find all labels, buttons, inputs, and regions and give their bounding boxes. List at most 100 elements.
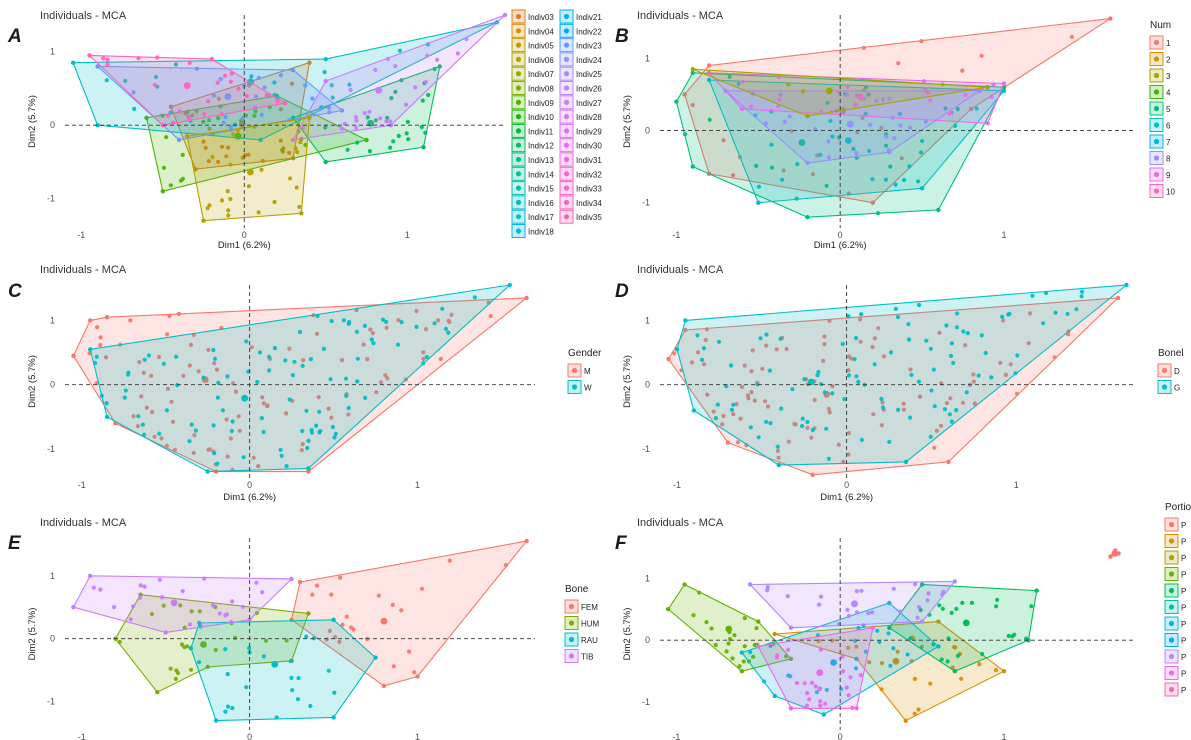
- vertex-point: [666, 356, 671, 362]
- legend-marker: [1161, 384, 1168, 390]
- vertex-point: [323, 159, 328, 165]
- data-point: [851, 146, 856, 151]
- group-centroid: [725, 625, 733, 633]
- data-point: [736, 81, 741, 86]
- data-point: [824, 687, 829, 693]
- data-point: [326, 105, 331, 110]
- data-point: [390, 602, 395, 608]
- data-point: [938, 423, 944, 428]
- data-point: [260, 590, 265, 595]
- data-point: [1069, 34, 1074, 40]
- data-point: [136, 56, 141, 61]
- y-tick-label: 1: [50, 315, 55, 325]
- data-point: [228, 79, 233, 84]
- data-point: [432, 66, 437, 72]
- legend-marker: [515, 214, 522, 220]
- data-point: [255, 379, 260, 385]
- data-point: [262, 85, 267, 90]
- data-point: [794, 680, 800, 686]
- vertex-point: [163, 630, 168, 635]
- vertex-point: [788, 656, 794, 661]
- data-point: [280, 147, 285, 153]
- data-point: [308, 357, 313, 362]
- data-point: [150, 410, 155, 415]
- data-point: [299, 448, 304, 453]
- data-point: [870, 344, 875, 350]
- data-point: [819, 382, 824, 387]
- data-point: [192, 433, 197, 438]
- legend-marker: [1168, 521, 1175, 528]
- vertex-point: [1001, 669, 1007, 674]
- vertex-point: [666, 607, 671, 612]
- data-point: [789, 129, 794, 134]
- data-point: [284, 411, 289, 416]
- data-point: [166, 113, 171, 118]
- data-point: [167, 313, 172, 319]
- data-point: [742, 363, 747, 368]
- legend-marker: [563, 85, 570, 91]
- data-point: [261, 654, 266, 659]
- legend-label: P: [1181, 686, 1186, 695]
- vertex-point: [197, 620, 202, 626]
- data-point: [709, 626, 714, 631]
- vertex-point: [306, 466, 311, 471]
- legend-title: Bonel: [1158, 348, 1184, 359]
- data-point: [908, 125, 913, 130]
- data-point: [240, 116, 245, 121]
- x-tick-label: 1: [415, 732, 420, 740]
- data-point: [732, 633, 737, 638]
- data-point: [361, 342, 366, 347]
- vertex-point: [919, 186, 925, 191]
- data-point: [749, 369, 754, 374]
- data-point: [378, 380, 384, 385]
- data-point: [305, 445, 310, 451]
- vertex-point: [87, 53, 92, 58]
- data-point: [940, 592, 945, 597]
- data-point: [703, 337, 708, 343]
- legend-marker: [515, 28, 522, 34]
- data-point: [207, 126, 212, 131]
- legend-label: 2: [1166, 56, 1171, 65]
- data-point: [332, 435, 337, 440]
- data-point: [917, 394, 923, 399]
- data-point: [845, 92, 850, 97]
- vertex-point: [952, 669, 957, 674]
- data-point: [202, 576, 207, 581]
- legend-marker: [563, 171, 570, 177]
- data-point: [104, 401, 109, 406]
- legend-marker: [515, 71, 522, 77]
- data-point: [314, 583, 320, 588]
- vertex-point: [1115, 295, 1121, 301]
- legend-label: Indiv35: [576, 213, 602, 222]
- data-point: [814, 690, 820, 695]
- data-point: [301, 358, 306, 363]
- data-point: [826, 139, 831, 144]
- data-point: [161, 361, 166, 366]
- data-point: [830, 391, 835, 396]
- data-point: [908, 415, 913, 420]
- legend-label: Indiv14: [528, 170, 554, 179]
- legend-marker: [1153, 171, 1160, 178]
- vertex-point: [290, 137, 296, 143]
- vertex-point: [1001, 88, 1007, 94]
- data-point: [284, 638, 289, 643]
- data-point: [164, 135, 169, 140]
- data-point: [160, 113, 165, 118]
- data-point: [329, 83, 334, 88]
- legend-marker: [515, 128, 522, 134]
- legend-label: Indiv08: [528, 85, 554, 94]
- data-point: [931, 367, 936, 372]
- data-point: [799, 424, 805, 429]
- data-point: [272, 346, 278, 351]
- y-tick-label: 0: [645, 380, 650, 390]
- data-point: [135, 424, 141, 429]
- data-point: [287, 150, 292, 155]
- data-point: [201, 119, 206, 124]
- data-point: [259, 167, 264, 172]
- data-point: [758, 336, 763, 341]
- data-point: [329, 592, 334, 597]
- panel-title: Individuals - MCA: [40, 10, 127, 22]
- data-point: [1065, 311, 1070, 316]
- data-point: [700, 357, 705, 362]
- data-point: [872, 362, 877, 367]
